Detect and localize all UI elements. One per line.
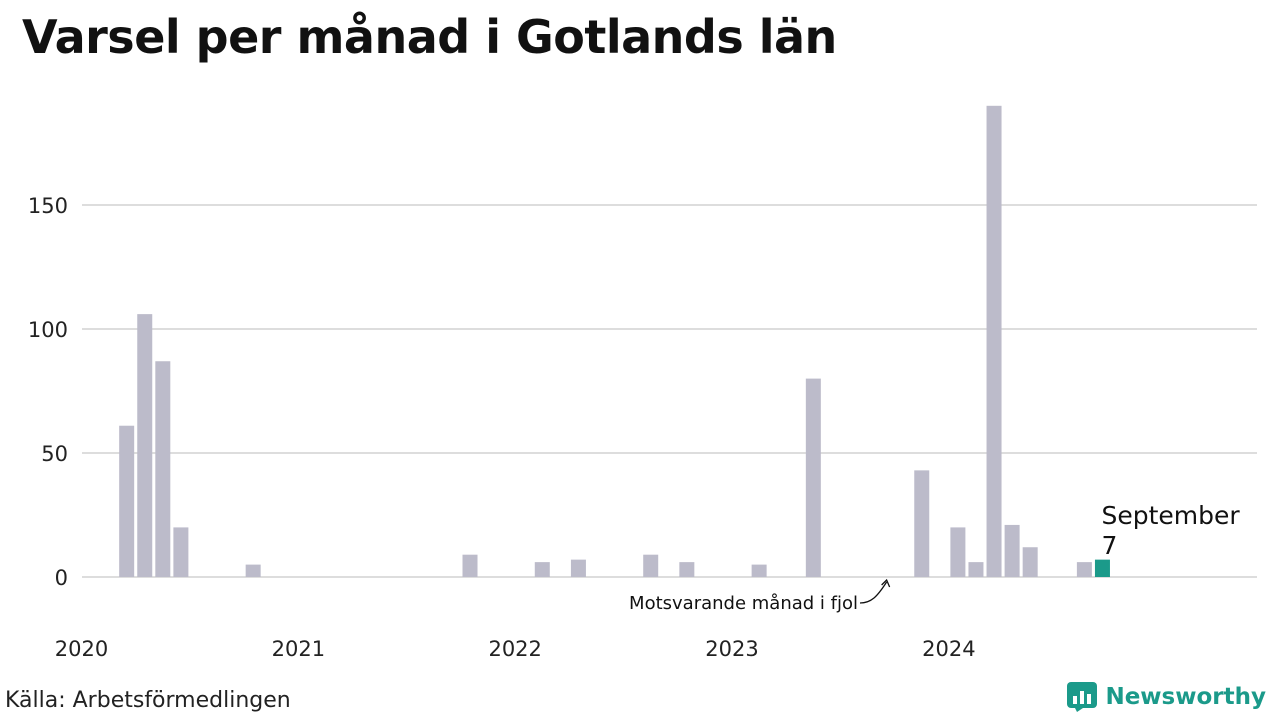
bar-chart: 0 50 100 150 2020 2021 2022 2023 2024 Motsvaran… xyxy=(28,105,1257,661)
previous-year-label: Motsvarande månad i fjol xyxy=(629,593,858,614)
bars xyxy=(119,105,1110,578)
x-tick-label: 2021 xyxy=(272,637,325,661)
x-tick-label: 2022 xyxy=(488,637,541,661)
bar xyxy=(679,562,695,577)
bar xyxy=(1076,562,1092,577)
source-note: Källa: Arbetsförmedlingen xyxy=(5,688,291,713)
bar xyxy=(986,105,1002,578)
y-tick-label: 100 xyxy=(28,318,68,342)
current-month-label: September xyxy=(1101,501,1240,530)
current-value-label: 7 xyxy=(1101,531,1117,560)
annotation-arrowhead xyxy=(881,578,891,588)
bar xyxy=(950,527,966,577)
bar xyxy=(137,314,153,577)
y-tick-label: 50 xyxy=(41,442,68,466)
x-tick-label: 2024 xyxy=(922,637,975,661)
y-tick-label: 150 xyxy=(28,194,68,218)
x-tick-label: 2020 xyxy=(55,637,108,661)
bar xyxy=(245,564,261,577)
bar xyxy=(805,378,821,577)
x-axis-ticks: 2020 2021 2022 2023 2024 xyxy=(55,637,976,661)
bar xyxy=(155,361,171,577)
bar xyxy=(1022,547,1038,577)
bar xyxy=(751,564,767,577)
chart-title: Varsel per månad i Gotlands län xyxy=(22,10,837,64)
bar xyxy=(1004,524,1020,577)
brand-logo[interactable]: Newsworthy xyxy=(1067,682,1266,712)
y-tick-label: 0 xyxy=(55,566,68,590)
bar-current-month xyxy=(1094,559,1110,577)
bar xyxy=(914,470,930,577)
brand-name: Newsworthy xyxy=(1105,684,1266,710)
y-axis-ticks: 0 50 100 150 xyxy=(28,194,68,590)
annotation-arrow xyxy=(859,581,888,604)
bar xyxy=(119,425,135,577)
bar xyxy=(968,562,984,577)
x-tick-label: 2023 xyxy=(705,637,758,661)
bar xyxy=(462,554,478,577)
bar xyxy=(173,527,189,577)
gridlines xyxy=(82,204,1257,578)
bar xyxy=(534,562,550,577)
bar xyxy=(643,554,659,577)
bar xyxy=(570,559,586,577)
newsworthy-logo-icon xyxy=(1067,682,1098,712)
